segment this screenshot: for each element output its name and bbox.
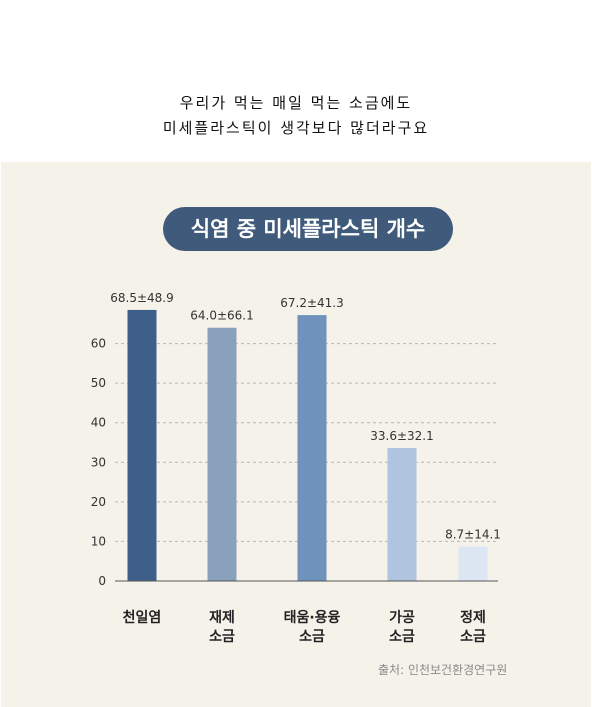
x-tick-label: 재제 xyxy=(209,610,235,626)
x-tick-label: 소금 xyxy=(460,629,486,645)
y-tick-label: 20 xyxy=(91,495,106,509)
y-tick-label: 50 xyxy=(91,376,106,390)
x-tick-label: 태움·용융 xyxy=(284,610,341,626)
data-label: 67.2±41.3 xyxy=(280,296,344,310)
x-tick-label: 천일염 xyxy=(123,610,162,626)
y-tick-label: 30 xyxy=(91,455,106,469)
bar xyxy=(297,315,327,581)
data-label: 33.6±32.1 xyxy=(370,429,434,443)
x-tick-label: 소금 xyxy=(299,629,325,645)
caption-line-1: 우리가 먹는 매일 먹는 소금에도 xyxy=(179,94,413,112)
chart-title: 식염 중 미세플라스틱 개수 xyxy=(163,207,453,251)
y-tick-label: 60 xyxy=(91,337,106,351)
bar xyxy=(127,309,157,581)
bar xyxy=(207,327,237,581)
y-tick-label: 10 xyxy=(91,534,106,548)
data-label: 68.5±48.9 xyxy=(110,291,174,305)
caption-line-2: 미세플라스틱이 생각보다 많더라구요 xyxy=(162,119,430,137)
x-tick-label: 정제 xyxy=(460,609,486,626)
bar xyxy=(387,448,417,581)
y-tick-label: 0 xyxy=(98,574,106,588)
x-tick-label: 소금 xyxy=(389,629,415,645)
data-label: 64.0±66.1 xyxy=(190,309,254,323)
bar xyxy=(458,546,488,581)
source-note: 출처: 인천보건환경연구원 xyxy=(378,663,508,677)
y-tick-label: 40 xyxy=(91,416,106,430)
data-label: 8.7±14.1 xyxy=(445,528,501,542)
x-tick-label: 소금 xyxy=(209,629,235,645)
x-tick-label: 가공 xyxy=(389,610,415,626)
chart-panel xyxy=(1,162,591,707)
